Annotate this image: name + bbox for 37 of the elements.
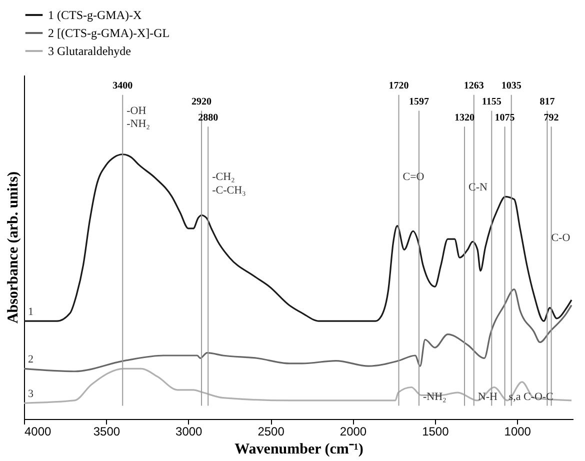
x-tick-label: 2000 <box>340 424 367 438</box>
annotation: C-N <box>468 182 488 194</box>
x-tick-label: 1500 <box>422 424 450 438</box>
ref-line-label: 1263 <box>464 80 484 92</box>
x-tick-label: 2500 <box>258 424 285 438</box>
x-tick-label: 3500 <box>93 424 120 438</box>
annotation: 2 <box>28 354 34 366</box>
annotation: -OH <box>126 104 146 117</box>
annotation: -NH₂ <box>126 118 150 130</box>
annotation: 1 <box>28 306 34 318</box>
legend-label: 1 (CTS-g-GMA)-X <box>48 8 142 22</box>
legend-label: 3 Glutaraldehyde <box>48 44 131 58</box>
x-tick-label: 3000 <box>176 424 203 438</box>
x-tick-label: 1000 <box>504 424 532 438</box>
x-axis-title: Wavenumber (cm⁻¹) <box>234 442 364 458</box>
annotation: C=O <box>402 171 424 184</box>
annotation: 3 <box>28 388 34 400</box>
ref-line-label: 792 <box>544 112 559 124</box>
ref-line-label: 2880 <box>198 112 218 124</box>
annotation: -NH₂ <box>422 390 447 403</box>
ref-line-label: 1720 <box>388 80 409 92</box>
annotation: -CH₂ <box>212 171 236 184</box>
annotation: N-H <box>478 390 498 403</box>
ref-line-label: 1597 <box>408 96 429 108</box>
annotation: C-O <box>551 232 570 244</box>
ref-line-label: 2920 <box>192 96 212 108</box>
annotation: -C-CH₃ <box>212 184 246 196</box>
ref-line-label: 1075 <box>494 112 515 124</box>
ref-line-label: 3400 <box>112 80 133 92</box>
x-tick-label: 4000 <box>24 424 52 438</box>
legend-label: 2 [(CTS-g-GMA)-X]-GL <box>48 26 170 40</box>
ref-line-label: 1320 <box>454 112 475 124</box>
ref-line-label: 1155 <box>482 96 502 108</box>
ref-line-label: 817 <box>540 96 555 108</box>
annotation: s,a C-O-C <box>508 390 554 403</box>
y-axis-title: Absorbance (arb. units) <box>6 171 22 324</box>
ref-line-label: 1035 <box>501 80 522 92</box>
